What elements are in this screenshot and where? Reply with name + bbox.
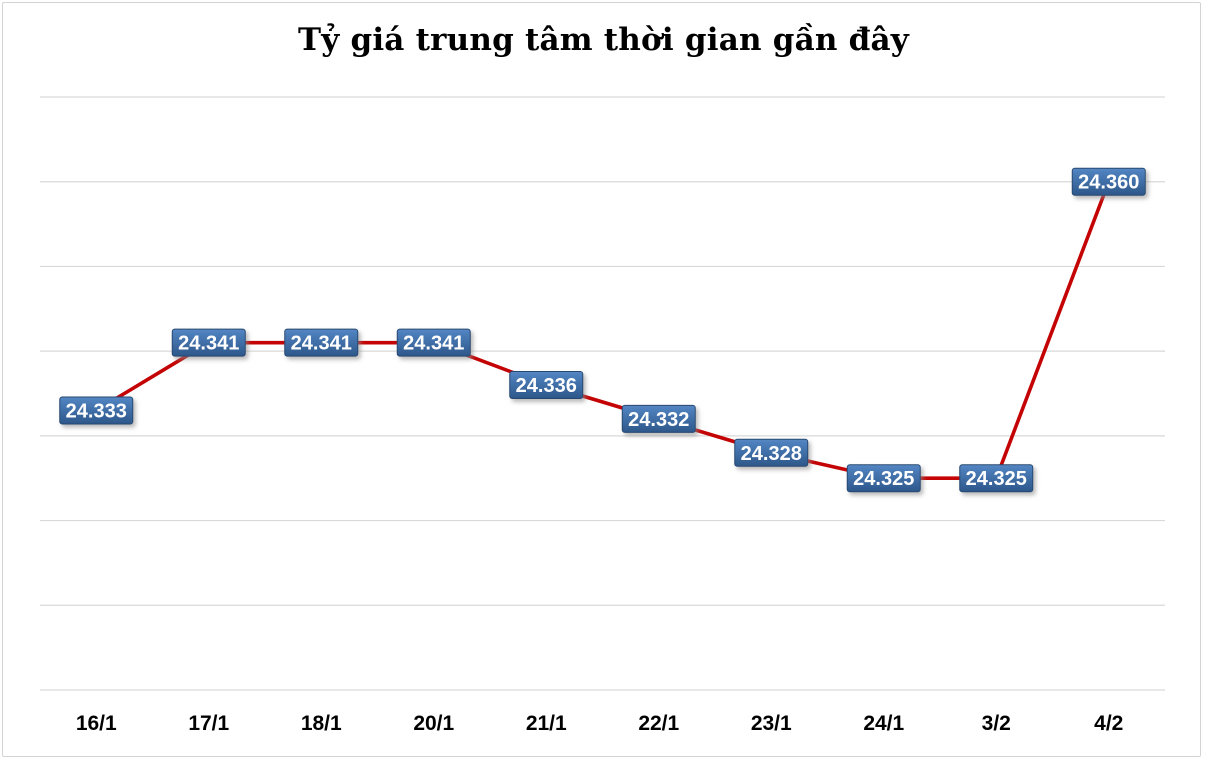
x-axis-label: 21/1 <box>526 712 567 735</box>
data-label: 24.360 <box>1071 167 1146 196</box>
x-axis-label: 22/1 <box>638 712 679 735</box>
x-axis-label: 16/1 <box>76 712 117 735</box>
series-line <box>94 179 1111 481</box>
x-axis-label: 17/1 <box>188 712 229 735</box>
data-label: 24.325 <box>959 464 1034 493</box>
data-label-box <box>396 328 471 357</box>
data-label-text: 24.341 <box>403 333 464 355</box>
data-label: 24.341 <box>171 328 246 357</box>
gridlines <box>40 96 1165 691</box>
data-label: 24.341 <box>284 328 359 357</box>
series <box>94 179 1111 481</box>
data-label-text: 24.341 <box>291 333 352 355</box>
data-label-text: 24.336 <box>516 375 577 397</box>
chart-title: Tỷ giá trung tâm thời gian gần đây <box>297 22 910 58</box>
data-label: 24.325 <box>846 464 921 493</box>
data-label-box <box>621 404 696 433</box>
data-label-text: 24.328 <box>741 443 802 465</box>
data-label: 24.333 <box>59 396 134 425</box>
data-label-text: 24.325 <box>966 468 1027 490</box>
data-label-text: 24.333 <box>66 400 127 422</box>
data-label: 24.341 <box>396 328 471 357</box>
x-axis-label: 3/2 <box>982 712 1011 735</box>
data-label-box <box>734 438 809 467</box>
data-label-box <box>959 464 1034 493</box>
data-label-box <box>509 371 584 400</box>
data-label-box <box>171 328 246 357</box>
data-label: 24.328 <box>734 438 809 467</box>
data-labels: 24.333 24.341 24.341 24.341 24.336 24.332 24.3… <box>59 167 1146 493</box>
x-axis-label: 24/1 <box>863 712 904 735</box>
data-label-box <box>1071 167 1146 196</box>
x-axis-label: 4/2 <box>1094 712 1123 735</box>
data-label: 24.336 <box>509 371 584 400</box>
x-axis-label: 20/1 <box>413 712 454 735</box>
data-label-box <box>284 328 359 357</box>
data-label-box <box>59 396 134 425</box>
x-axis-label: 23/1 <box>751 712 792 735</box>
x-axis-label: 18/1 <box>301 712 342 735</box>
data-label-box <box>846 464 921 493</box>
data-label: 24.332 <box>621 404 696 433</box>
x-axis: 16/1 17/1 18/1 20/1 21/1 22/1 23/1 24/1 3/2 4/2 <box>76 712 1124 735</box>
data-label-text: 24.332 <box>628 409 689 431</box>
data-label-text: 24.341 <box>178 333 239 355</box>
data-label-text: 24.360 <box>1078 172 1139 194</box>
data-label-text: 24.325 <box>853 468 914 490</box>
